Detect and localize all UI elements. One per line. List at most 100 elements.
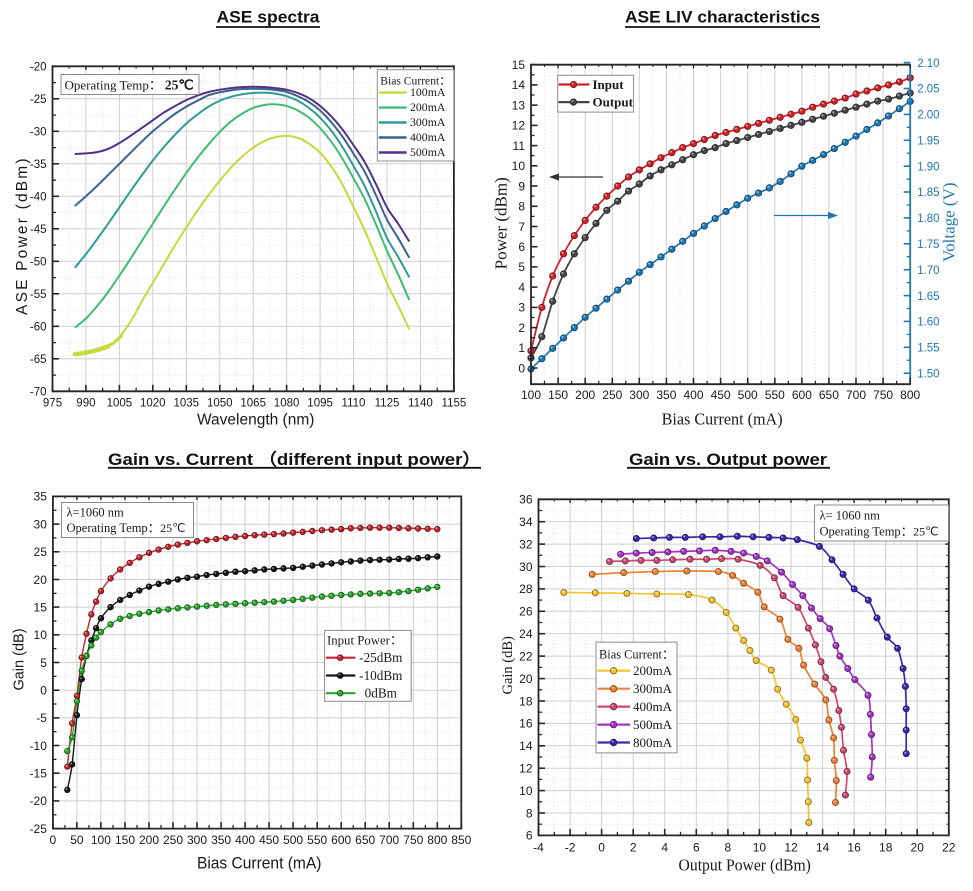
svg-text:12: 12 [519, 762, 533, 776]
svg-text:Gain vs. Current （different in: Gain vs. Current （different input power） [108, 449, 481, 469]
svg-text:650: 650 [819, 388, 839, 402]
svg-text:-25: -25 [30, 822, 48, 836]
svg-text:400mA: 400mA [633, 699, 673, 714]
svg-text:200mA: 200mA [410, 100, 446, 114]
svg-text:8: 8 [526, 806, 533, 820]
svg-text:50: 50 [70, 833, 84, 847]
svg-text:400mA: 400mA [410, 130, 446, 144]
svg-text:34: 34 [519, 515, 533, 529]
svg-text:300mA: 300mA [410, 115, 446, 129]
svg-text:20: 20 [34, 573, 48, 587]
svg-text:ASE LIV characteristics: ASE LIV characteristics [625, 9, 820, 27]
svg-text:20: 20 [911, 841, 925, 855]
svg-text:-45: -45 [30, 224, 47, 236]
svg-text:6: 6 [693, 841, 700, 855]
svg-text:-10dBm: -10dBm [359, 668, 403, 683]
svg-text:-10: -10 [30, 739, 48, 753]
svg-text:6: 6 [518, 240, 525, 254]
svg-text:200mA: 200mA [633, 663, 673, 678]
svg-text:100: 100 [521, 388, 541, 402]
svg-text:350: 350 [211, 833, 231, 847]
svg-text:4: 4 [661, 841, 668, 855]
svg-text:1.55: 1.55 [917, 343, 939, 355]
svg-text:1110: 1110 [342, 398, 366, 410]
svg-text:500: 500 [283, 833, 303, 847]
svg-text:700: 700 [379, 833, 399, 847]
svg-text:1.80: 1.80 [917, 213, 939, 225]
svg-text:550: 550 [307, 833, 327, 847]
svg-text:700: 700 [846, 388, 866, 402]
svg-text:1.70: 1.70 [917, 265, 939, 277]
svg-text:600: 600 [331, 833, 351, 847]
svg-text:ASE Power (dBm): ASE Power (dBm) [14, 156, 31, 315]
svg-text:-70: -70 [30, 386, 47, 398]
svg-text:600: 600 [792, 388, 812, 402]
svg-text:2.05: 2.05 [917, 84, 939, 96]
svg-text:1.90: 1.90 [917, 161, 939, 173]
svg-text:1.85: 1.85 [917, 187, 939, 199]
svg-text:850: 850 [451, 833, 471, 847]
svg-text:16: 16 [519, 717, 533, 731]
svg-text:ASE spectra: ASE spectra [217, 9, 321, 27]
svg-text:Gain vs. Output power: Gain vs. Output power [629, 451, 828, 469]
svg-text:Bias Current：: Bias Current： [599, 648, 674, 662]
svg-text:22: 22 [942, 841, 956, 855]
svg-text:Power (dBm): Power (dBm) [492, 177, 511, 269]
svg-text:10: 10 [34, 628, 48, 642]
svg-text:0: 0 [598, 841, 605, 855]
svg-text:30: 30 [34, 517, 48, 531]
svg-text:1.65: 1.65 [917, 291, 939, 303]
svg-text:14: 14 [512, 78, 526, 92]
svg-text:2.10: 2.10 [917, 58, 939, 70]
svg-text:975: 975 [43, 398, 62, 410]
svg-text:10: 10 [519, 784, 533, 798]
svg-text:300: 300 [629, 388, 649, 402]
svg-text:12: 12 [784, 841, 798, 855]
svg-text:-2: -2 [565, 841, 576, 855]
svg-text:Output Power (dBm): Output Power (dBm) [679, 856, 811, 875]
svg-text:Operating Temp：25℃: Operating Temp：25℃ [67, 521, 186, 535]
svg-text:250: 250 [602, 388, 622, 402]
svg-text:1095: 1095 [307, 398, 333, 410]
svg-text:400: 400 [235, 833, 255, 847]
svg-text:7: 7 [518, 220, 525, 234]
svg-text:-55: -55 [30, 289, 47, 301]
svg-text:1.50: 1.50 [917, 368, 939, 380]
svg-text:18: 18 [879, 841, 893, 855]
svg-text:-25: -25 [30, 94, 47, 106]
svg-text:Operating Temp：25℃: Operating Temp：25℃ [65, 77, 195, 92]
svg-text:Bias Current (mA): Bias Current (mA) [197, 853, 322, 872]
svg-text:10: 10 [753, 841, 767, 855]
svg-text:1: 1 [518, 341, 525, 355]
svg-text:-60: -60 [30, 321, 47, 333]
svg-text:25: 25 [34, 545, 48, 559]
svg-text:-50: -50 [30, 256, 47, 268]
svg-text:500mA: 500mA [633, 717, 673, 732]
svg-text:1.75: 1.75 [917, 239, 939, 251]
svg-text:8: 8 [725, 841, 732, 855]
svg-text:4: 4 [518, 280, 525, 294]
svg-text:6: 6 [526, 829, 533, 843]
svg-text:λ=1060 nm: λ=1060 nm [67, 506, 124, 520]
svg-text:1140: 1140 [408, 398, 433, 410]
svg-text:2.00: 2.00 [917, 110, 939, 122]
svg-text:-30: -30 [30, 126, 47, 138]
svg-text:10: 10 [512, 159, 526, 173]
svg-text:250: 250 [163, 833, 183, 847]
svg-text:200: 200 [575, 388, 595, 402]
svg-text:-20: -20 [30, 61, 47, 73]
svg-text:35: 35 [34, 490, 48, 504]
svg-text:500: 500 [738, 388, 758, 402]
svg-text:Voltage (V): Voltage (V) [939, 182, 958, 261]
svg-text:26: 26 [519, 605, 533, 619]
svg-text:13: 13 [512, 98, 526, 112]
svg-text:2: 2 [518, 321, 525, 335]
svg-text:5: 5 [40, 656, 47, 670]
svg-text:Bias Current：: Bias Current： [380, 75, 451, 88]
svg-text:1065: 1065 [240, 398, 266, 410]
svg-text:750: 750 [873, 388, 893, 402]
svg-text:12: 12 [512, 119, 526, 133]
svg-text:-35: -35 [30, 159, 47, 171]
svg-text:11: 11 [513, 139, 526, 153]
svg-text:-4: -4 [533, 841, 544, 855]
